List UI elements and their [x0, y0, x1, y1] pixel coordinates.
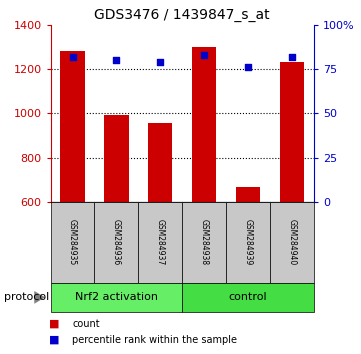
Text: percentile rank within the sample: percentile rank within the sample — [72, 335, 237, 345]
Bar — [226, 202, 270, 283]
Text: GSM284940: GSM284940 — [288, 219, 297, 266]
Text: ■: ■ — [49, 335, 60, 345]
Text: GSM284939: GSM284939 — [244, 219, 253, 266]
Bar — [236, 187, 260, 202]
Text: GSM284936: GSM284936 — [112, 219, 121, 266]
Text: count: count — [72, 319, 100, 329]
Text: GSM284938: GSM284938 — [200, 219, 209, 266]
Text: Nrf2 activation: Nrf2 activation — [75, 292, 158, 302]
Point — [113, 57, 119, 63]
Bar — [192, 47, 216, 202]
Bar — [182, 283, 314, 312]
Bar — [104, 115, 129, 202]
Title: GDS3476 / 1439847_s_at: GDS3476 / 1439847_s_at — [95, 8, 270, 22]
Point — [245, 64, 251, 70]
Point — [70, 54, 75, 59]
Bar — [280, 62, 304, 202]
Text: protocol: protocol — [4, 292, 49, 302]
Bar — [182, 202, 226, 283]
Text: ■: ■ — [49, 319, 60, 329]
Bar — [95, 202, 138, 283]
Text: GSM284937: GSM284937 — [156, 219, 165, 266]
Point — [289, 54, 295, 59]
Bar — [138, 202, 182, 283]
Bar — [270, 202, 314, 283]
Point — [157, 59, 163, 65]
Point — [201, 52, 207, 58]
Bar — [51, 202, 95, 283]
Text: control: control — [229, 292, 268, 302]
Bar — [51, 283, 182, 312]
Bar — [60, 51, 84, 202]
Polygon shape — [34, 291, 45, 304]
Bar — [148, 123, 173, 202]
Text: GSM284935: GSM284935 — [68, 219, 77, 266]
